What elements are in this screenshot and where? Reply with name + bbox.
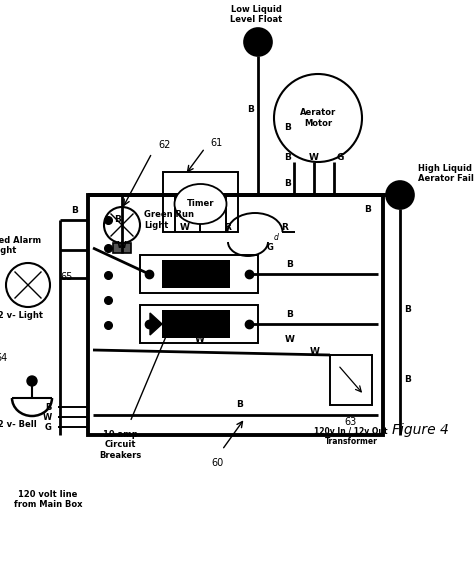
Polygon shape: [150, 313, 162, 335]
Text: 65: 65: [60, 272, 73, 282]
Circle shape: [274, 74, 362, 162]
Text: 62: 62: [158, 140, 170, 150]
Text: G: G: [45, 422, 52, 432]
Text: B: B: [284, 124, 291, 132]
Bar: [140, 255, 258, 293]
Text: 120 volt line
from Main Box: 120 volt line from Main Box: [14, 490, 82, 509]
Text: 64: 64: [0, 353, 7, 363]
Text: 61: 61: [210, 138, 222, 148]
Text: B: B: [237, 400, 244, 409]
Text: Timer: Timer: [187, 200, 214, 208]
Circle shape: [104, 207, 140, 243]
Text: 12 v- Bell: 12 v- Bell: [0, 420, 37, 429]
Text: B: B: [284, 153, 291, 161]
Bar: [162, 260, 230, 288]
Bar: [113, 243, 131, 253]
Text: High Liquid Level
Aerator Failure Float: High Liquid Level Aerator Failure Float: [418, 164, 474, 183]
Text: W: W: [285, 335, 295, 344]
Text: B: B: [284, 179, 291, 187]
Bar: [140, 305, 258, 343]
Text: B: B: [287, 310, 293, 319]
Text: R: R: [225, 223, 231, 233]
Text: G: G: [337, 153, 345, 161]
Text: Figure 4: Figure 4: [392, 423, 448, 437]
Text: Low Liquid
Level Float: Low Liquid Level Float: [230, 5, 282, 24]
Text: R: R: [282, 223, 289, 233]
Text: B: B: [404, 375, 411, 385]
Text: Aerator
Motor: Aerator Motor: [300, 108, 336, 128]
Text: B: B: [247, 106, 254, 114]
Text: W: W: [309, 153, 319, 161]
Text: B: B: [404, 306, 411, 314]
Text: W: W: [117, 241, 127, 249]
Text: 63: 63: [345, 417, 357, 427]
Text: 60: 60: [212, 458, 224, 468]
Text: Green Run
Light: Green Run Light: [144, 211, 194, 230]
Text: d: d: [273, 234, 278, 242]
Text: G: G: [266, 244, 273, 252]
Circle shape: [27, 376, 37, 386]
Circle shape: [244, 28, 272, 56]
Text: B: B: [46, 403, 52, 411]
Circle shape: [6, 263, 50, 307]
Text: W: W: [195, 335, 205, 344]
Circle shape: [386, 181, 414, 209]
Text: W: W: [180, 223, 190, 233]
Bar: [330, 355, 372, 405]
Text: B: B: [72, 206, 78, 215]
Text: W: W: [43, 412, 52, 422]
Text: B: B: [365, 205, 372, 214]
Text: 120v In / 12v Out
Transformer: 120v In / 12v Out Transformer: [314, 427, 388, 447]
Text: 12 v- Light: 12 v- Light: [0, 311, 43, 320]
Text: 10 amp
Circuit
Breakers: 10 amp Circuit Breakers: [99, 430, 141, 460]
Bar: [162, 310, 230, 338]
Bar: [88, 195, 383, 435]
Text: Red Alarm
Light: Red Alarm Light: [0, 235, 41, 255]
Bar: [163, 172, 238, 232]
Text: B: B: [287, 260, 293, 269]
Ellipse shape: [174, 184, 227, 224]
Text: W: W: [310, 347, 320, 357]
Text: B: B: [114, 216, 121, 224]
